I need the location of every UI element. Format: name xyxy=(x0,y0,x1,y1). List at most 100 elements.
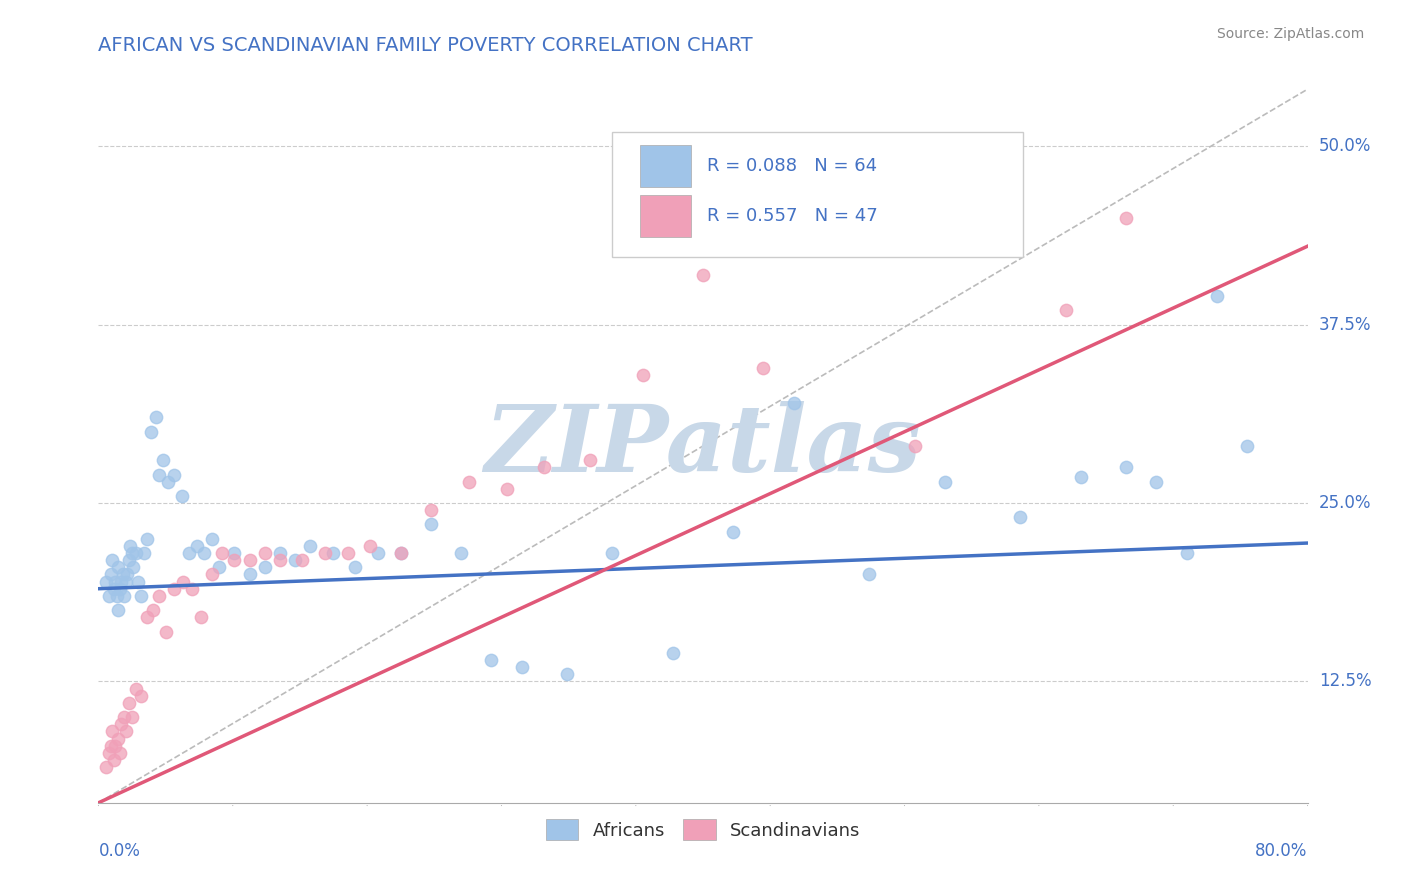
Point xyxy=(101,553,124,567)
Point xyxy=(125,681,148,696)
Point xyxy=(239,567,262,582)
Point xyxy=(495,482,517,496)
Point xyxy=(602,546,624,560)
Point xyxy=(578,453,600,467)
Point xyxy=(510,660,533,674)
Point xyxy=(723,524,745,539)
Point xyxy=(98,589,121,603)
Point xyxy=(112,710,135,724)
Point xyxy=(201,532,224,546)
Point xyxy=(190,610,212,624)
Point xyxy=(132,546,155,560)
FancyBboxPatch shape xyxy=(640,194,690,237)
Point xyxy=(127,574,149,589)
Point xyxy=(129,589,152,603)
Point xyxy=(858,567,880,582)
Point xyxy=(186,539,208,553)
Point xyxy=(253,560,276,574)
Point xyxy=(105,589,128,603)
Point xyxy=(107,731,129,746)
Point xyxy=(115,567,138,582)
Point xyxy=(299,539,322,553)
Point xyxy=(170,489,193,503)
Point xyxy=(142,603,165,617)
Point xyxy=(121,710,143,724)
Point xyxy=(1115,211,1137,225)
Point xyxy=(129,689,152,703)
Point xyxy=(112,589,135,603)
Text: 12.5%: 12.5% xyxy=(1319,673,1371,690)
Text: 37.5%: 37.5% xyxy=(1319,316,1371,334)
Point xyxy=(253,546,276,560)
Point xyxy=(163,582,186,596)
Point xyxy=(533,460,555,475)
Text: AFRICAN VS SCANDINAVIAN FAMILY POVERTY CORRELATION CHART: AFRICAN VS SCANDINAVIAN FAMILY POVERTY C… xyxy=(98,36,754,54)
Point xyxy=(104,739,127,753)
Point xyxy=(135,610,157,624)
Point xyxy=(1206,289,1229,303)
Point xyxy=(94,760,117,774)
Point xyxy=(163,467,186,482)
Legend: Africans, Scandinavians: Africans, Scandinavians xyxy=(538,812,868,847)
Point xyxy=(481,653,503,667)
Point xyxy=(110,574,132,589)
Point xyxy=(94,574,117,589)
Point xyxy=(336,546,359,560)
Text: 50.0%: 50.0% xyxy=(1319,137,1371,155)
Point xyxy=(291,553,314,567)
Point xyxy=(631,368,654,382)
Point xyxy=(360,539,382,553)
Point xyxy=(389,546,412,560)
Point xyxy=(661,646,683,660)
Point xyxy=(934,475,956,489)
Point xyxy=(389,546,412,560)
Point xyxy=(107,560,129,574)
Point xyxy=(103,753,125,767)
Point xyxy=(1054,303,1077,318)
Point xyxy=(208,560,231,574)
Point xyxy=(156,475,179,489)
Text: 0.0%: 0.0% xyxy=(98,842,141,860)
Point xyxy=(783,396,806,410)
Point xyxy=(101,724,124,739)
Point xyxy=(108,746,131,760)
Point xyxy=(420,517,443,532)
Point xyxy=(752,360,775,375)
Point xyxy=(103,582,125,596)
Point xyxy=(239,553,262,567)
Point xyxy=(201,567,224,582)
Point xyxy=(555,667,578,681)
Point xyxy=(148,467,170,482)
Point xyxy=(135,532,157,546)
Point xyxy=(100,567,122,582)
Point xyxy=(224,546,246,560)
Point xyxy=(1115,460,1137,475)
Point xyxy=(269,546,291,560)
Point xyxy=(1236,439,1258,453)
Point xyxy=(114,724,136,739)
FancyBboxPatch shape xyxy=(640,145,690,187)
Point xyxy=(118,696,141,710)
Point xyxy=(904,439,927,453)
Point xyxy=(450,546,472,560)
Point xyxy=(457,475,479,489)
Point xyxy=(98,746,121,760)
Point xyxy=(100,739,122,753)
Point xyxy=(118,553,141,567)
Point xyxy=(979,218,1001,232)
Point xyxy=(1175,546,1198,560)
Point xyxy=(692,268,714,282)
Point xyxy=(125,546,148,560)
Text: 80.0%: 80.0% xyxy=(1256,842,1308,860)
Text: ZIPatlas: ZIPatlas xyxy=(485,401,921,491)
Point xyxy=(155,624,177,639)
Point xyxy=(107,603,129,617)
Point xyxy=(111,567,134,582)
Point xyxy=(148,589,170,603)
Point xyxy=(141,425,163,439)
Point xyxy=(122,560,145,574)
Point xyxy=(152,453,174,467)
Point xyxy=(193,546,215,560)
Point xyxy=(181,582,204,596)
FancyBboxPatch shape xyxy=(613,132,1024,257)
